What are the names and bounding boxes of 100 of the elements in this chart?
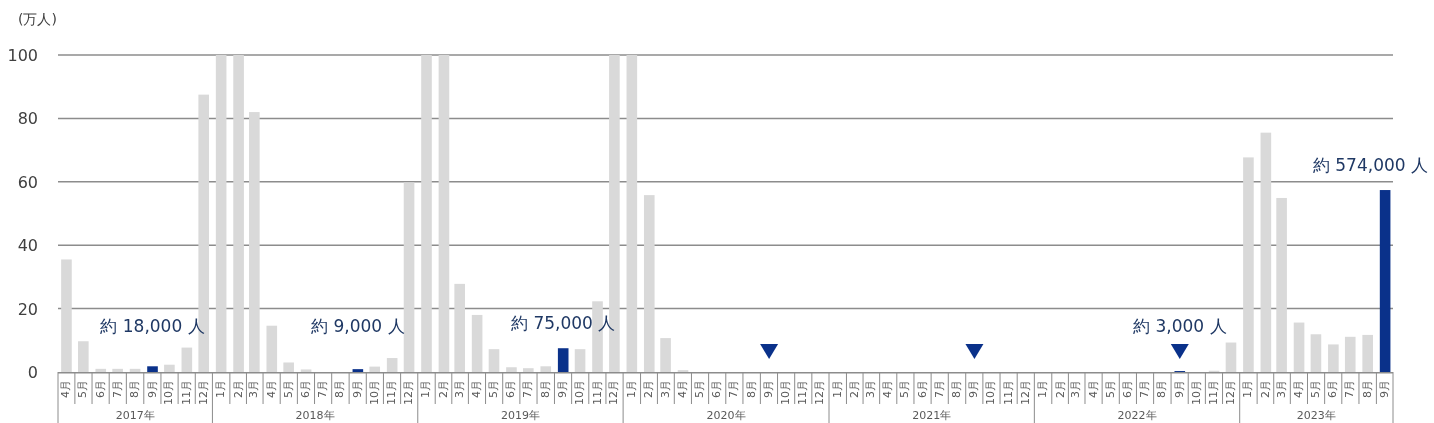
- x-tick-label: 9月: [1172, 380, 1186, 398]
- x-tick-label: 4月: [1292, 380, 1306, 398]
- bar: [403, 182, 415, 372]
- bar: [454, 283, 465, 372]
- bar: [523, 368, 534, 372]
- bar: [300, 369, 312, 372]
- bar: [95, 368, 107, 372]
- x-tick-label: 11月: [179, 380, 193, 405]
- bar: [1328, 344, 1339, 372]
- bar: [1310, 334, 1322, 372]
- bar: [78, 341, 89, 372]
- bar: [421, 55, 432, 372]
- bar: [283, 362, 294, 372]
- bar: [540, 366, 552, 372]
- bar: [147, 366, 158, 372]
- x-tick-label: 9月: [1378, 380, 1392, 398]
- x-tick-label: 7月: [1343, 380, 1357, 398]
- bar: [1293, 322, 1305, 372]
- y-axis-title: (万人): [18, 11, 57, 27]
- x-tick-label: 7月: [727, 380, 741, 398]
- x-tick-label: 3月: [863, 380, 877, 398]
- bar: [506, 367, 517, 372]
- bar: [1260, 132, 1272, 372]
- text: 2022年: [1117, 409, 1157, 422]
- x-tick-label: 7月: [315, 380, 329, 398]
- bar: [1276, 197, 1287, 372]
- data-label: 約 18,000 人: [100, 316, 205, 336]
- bar: [181, 347, 193, 372]
- x-tick-label: 11月: [796, 380, 810, 405]
- x-tick-label: 2月: [848, 380, 862, 398]
- text: 2021年: [912, 409, 952, 422]
- x-tick-label: 5月: [898, 380, 912, 398]
- bar: [643, 195, 655, 372]
- x-tick-label: 8月: [1155, 380, 1169, 398]
- x-tick-label: 10月: [573, 380, 587, 405]
- x-tick-label: 10月: [778, 380, 792, 405]
- x-tick-label: 2月: [1258, 380, 1272, 398]
- x-tick-label: 12月: [813, 380, 827, 405]
- x-tick-label: 6月: [915, 380, 929, 398]
- x-tick-label: 1月: [624, 380, 638, 398]
- x-tick-label: 5月: [1103, 380, 1117, 398]
- bar: [352, 369, 364, 372]
- bar: [488, 349, 500, 372]
- x-tick-label: 6月: [1326, 380, 1340, 398]
- x-tick-label: 3月: [658, 380, 672, 398]
- x-tick-label: 6月: [93, 380, 107, 398]
- bar: [233, 55, 244, 372]
- x-tick-label: 5月: [1308, 380, 1322, 398]
- x-tick-label: 12月: [1018, 380, 1032, 405]
- x-tick-label: 1月: [419, 380, 433, 398]
- x-tick-label: 10月: [984, 380, 998, 405]
- x-tick-label: 7月: [521, 380, 535, 398]
- x-tick-label: 8月: [1360, 380, 1374, 398]
- x-tick-label: 4月: [59, 380, 73, 398]
- bar: [660, 338, 671, 372]
- x-tick-label: 3月: [1069, 380, 1083, 398]
- bar: [61, 259, 72, 372]
- x-tick-label: 6月: [710, 380, 724, 398]
- x-tick-label: 11月: [590, 380, 604, 405]
- x-tick-label: 8月: [538, 380, 552, 398]
- x-tick-label: 2月: [436, 380, 450, 398]
- x-tick-label: 1月: [830, 380, 844, 398]
- x-tick-label: 2月: [642, 380, 656, 398]
- x-tick-label: 9月: [762, 380, 776, 398]
- x-tick-label: 8月: [950, 380, 963, 398]
- x-tick-label: 6月: [299, 380, 313, 398]
- data-label: 約 3,000 人: [1133, 316, 1227, 336]
- bar: [1225, 342, 1237, 372]
- bar: [1243, 157, 1254, 372]
- bar: [438, 55, 450, 372]
- y-tick-label: 0: [27, 363, 38, 382]
- y-tick-label: 20: [17, 299, 38, 319]
- x-tick-label: 12月: [607, 380, 621, 405]
- x-tick-label: 1月: [214, 380, 228, 398]
- x-tick-label: 12月: [402, 380, 416, 405]
- x-tick-label: 5月: [692, 380, 706, 398]
- bar: [626, 55, 638, 372]
- x-tick-label: 1月: [1036, 380, 1050, 398]
- x-tick-label: 8月: [333, 380, 347, 398]
- x-tick-label: 5月: [76, 380, 90, 398]
- text: 2017年: [115, 409, 155, 422]
- x-tick-label: 2月: [1053, 380, 1067, 398]
- x-tick-label: 11月: [1001, 380, 1015, 405]
- text: 2023年: [1296, 409, 1336, 422]
- bar: [266, 325, 278, 372]
- x-tick-label: 9月: [556, 380, 570, 398]
- x-tick-label: 2月: [231, 380, 245, 398]
- x-tick-label: 3月: [247, 380, 261, 398]
- text: 2020年: [706, 409, 746, 422]
- x-tick-label: 9月: [350, 380, 364, 398]
- x-tick-label: 8月: [128, 380, 142, 398]
- x-tick-label: 3月: [452, 380, 466, 398]
- x-tick-label: 6月: [504, 380, 518, 398]
- bar: [369, 366, 381, 372]
- bar: [1379, 190, 1391, 372]
- x-tick-label: 11月: [385, 380, 399, 405]
- x-tick-label: 4月: [1086, 380, 1100, 398]
- x-tick-label: 10月: [367, 380, 381, 405]
- y-tick-label: 40: [17, 236, 38, 256]
- x-tick-label: 10月: [162, 380, 176, 405]
